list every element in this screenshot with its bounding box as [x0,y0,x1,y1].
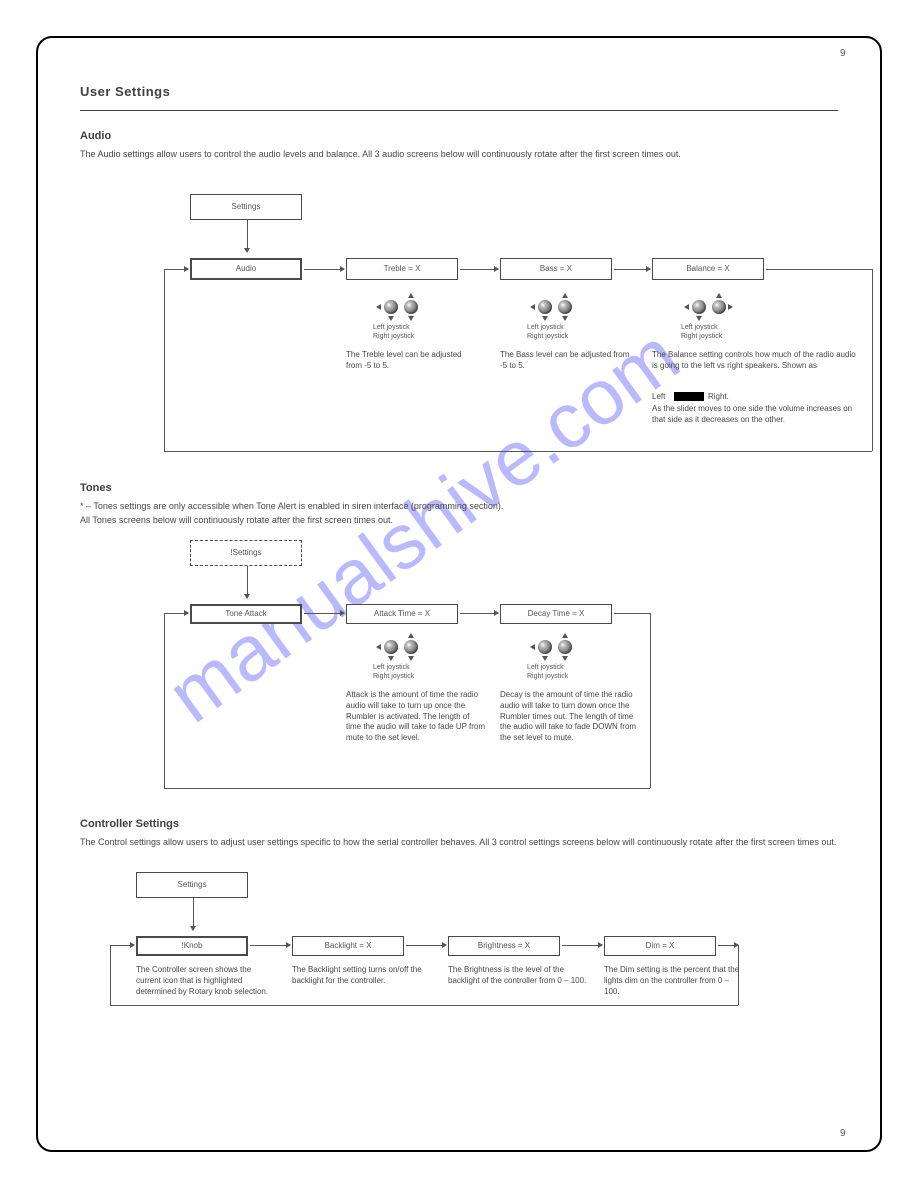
s2-jc-joy-r [558,640,572,654]
s1-box-c: Bass = X [500,258,612,280]
s1-cap-d1: The Balance setting controls how much of… [652,350,862,372]
s1-jd-r-rt [728,304,733,310]
s3-cap-c: The Brightness is the level of the backl… [448,965,588,987]
s1-jc-joy-r [558,300,572,314]
s1-jd-l-lf [684,304,689,310]
s1-jb-l-lf [376,304,381,310]
s2-jb-r-up [408,633,414,638]
s2-jc-lbl-r: Right joystick [527,673,568,680]
s1-slider [674,392,704,401]
s2-jb-joy-l [384,640,398,654]
s3-box-d: Dim = X [604,936,716,956]
section3-intro: The Control settings allow users to adju… [80,836,840,848]
s2-loop-l [164,613,165,788]
s1-cap-d3: Right. [708,392,729,403]
s1-jb-joy-r [404,300,418,314]
s3-loop-l [110,945,111,1005]
s1-jb-l-dn [388,316,394,321]
s1-jc-lbl-l: Left joystick [527,324,564,331]
s2-jb-joy-r [404,640,418,654]
s1-loop-b [164,451,872,452]
s1-jc-r-dn [562,316,568,321]
page-number-top: 9 [840,48,846,59]
s2-jb-l-dn [388,656,394,661]
s1-jc-lbl-r: Right joystick [527,333,568,340]
s1-cap-c: The Bass level can be adjusted from -5 t… [500,350,630,372]
s1-loop-l [164,269,165,451]
s1-jb-lbl-l: Left joystick [373,324,410,331]
s1-box-b: Treble = X [346,258,458,280]
page-number-bottom: 9 [840,1128,846,1139]
header-title: User Settings [80,84,170,99]
s1-jb-r-up [408,293,414,298]
s1-jd-lbl-r: Right joystick [681,333,722,340]
s3-cap-b: The Backlight setting turns on/off the b… [292,965,432,987]
s1-ar5a [766,269,872,270]
s1-arrow-start [246,220,247,252]
section2-title: Tones [80,482,112,494]
s2-jc-joy-l [538,640,552,654]
section1-intro: The Audio settings allow users to contro… [80,148,840,160]
s2-loop-r [650,613,651,788]
s2-jb-lbl-l: Left joystick [373,664,410,671]
s2-jc-l-lf [530,644,535,650]
section1-title: Audio [80,130,111,142]
s1-jb-joy-l [384,300,398,314]
s2-cap-c: Decay is the amount of time the radio au… [500,690,640,744]
s1-cap-d4: As the slider moves to one side the volu… [652,404,862,426]
s2-cap-b: Attack is the amount of time the radio a… [346,690,486,744]
s3-box-b: Backlight = X [292,936,404,956]
s1-box-a: Audio [190,258,302,280]
s1-start-box: Settings [190,194,302,220]
header-rule [80,110,838,111]
s1-box-d: Balance = X [652,258,764,280]
s2-loop-b [164,788,650,789]
s3-cap-a: The Controller screen shows the current … [136,965,276,997]
s2-jb-l-lf [376,644,381,650]
s3-box-c: Brightness = X [448,936,560,956]
s1-cap-b: The Treble level can be adjusted from -5… [346,350,476,372]
s2-box-c: Decay Time = X [500,604,612,624]
s3-box-a: !Knob [136,936,248,956]
s2-ar4 [614,613,650,614]
s1-jd-l-dn [696,316,702,321]
s1-jb-r-dn [408,316,414,321]
s1-jd-r-up [716,293,722,298]
s1-jd-joy-r [712,300,726,314]
s3-start-box: Settings [136,872,248,898]
s2-jc-l-dn [542,656,548,661]
s1-jc-l-dn [542,316,548,321]
s2-start-box: !Settings [190,540,302,566]
s3-arrow-start [192,898,193,930]
s2-jc-r-dn [562,656,568,661]
s1-jb-lbl-r: Right joystick [373,333,414,340]
s2-box-b: Attack Time = X [346,604,458,624]
s1-jc-joy-l [538,300,552,314]
s2-jc-r-up [562,633,568,638]
section2-intro2: All Tones screens below will continuousl… [80,514,840,526]
s2-jc-lbl-l: Left joystick [527,664,564,671]
s3-loop-b [110,1005,738,1006]
section3-title: Controller Settings [80,818,179,830]
s1-loop-r [872,269,873,451]
s2-arrow-start [246,566,247,598]
s2-jb-r-dn [408,656,414,661]
s1-cap-d2: Left [652,392,665,403]
s2-jb-lbl-r: Right joystick [373,673,414,680]
s1-jd-joy-l [692,300,706,314]
s3-cap-d: The Dim setting is the percent that the … [604,965,744,997]
s1-jd-lbl-l: Left joystick [681,324,718,331]
s1-jc-l-lf [530,304,535,310]
s2-box-a: Tone Attack [190,604,302,624]
section2-intro1: * – Tones settings are only accessible w… [80,500,840,512]
s1-jc-r-up [562,293,568,298]
